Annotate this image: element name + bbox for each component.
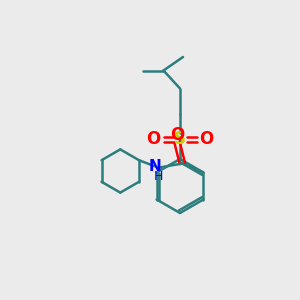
Text: H: H: [154, 170, 163, 183]
Text: O: O: [170, 126, 184, 144]
Text: N: N: [149, 159, 162, 174]
Text: S: S: [174, 130, 186, 148]
Text: O: O: [199, 130, 214, 148]
Text: O: O: [146, 130, 161, 148]
